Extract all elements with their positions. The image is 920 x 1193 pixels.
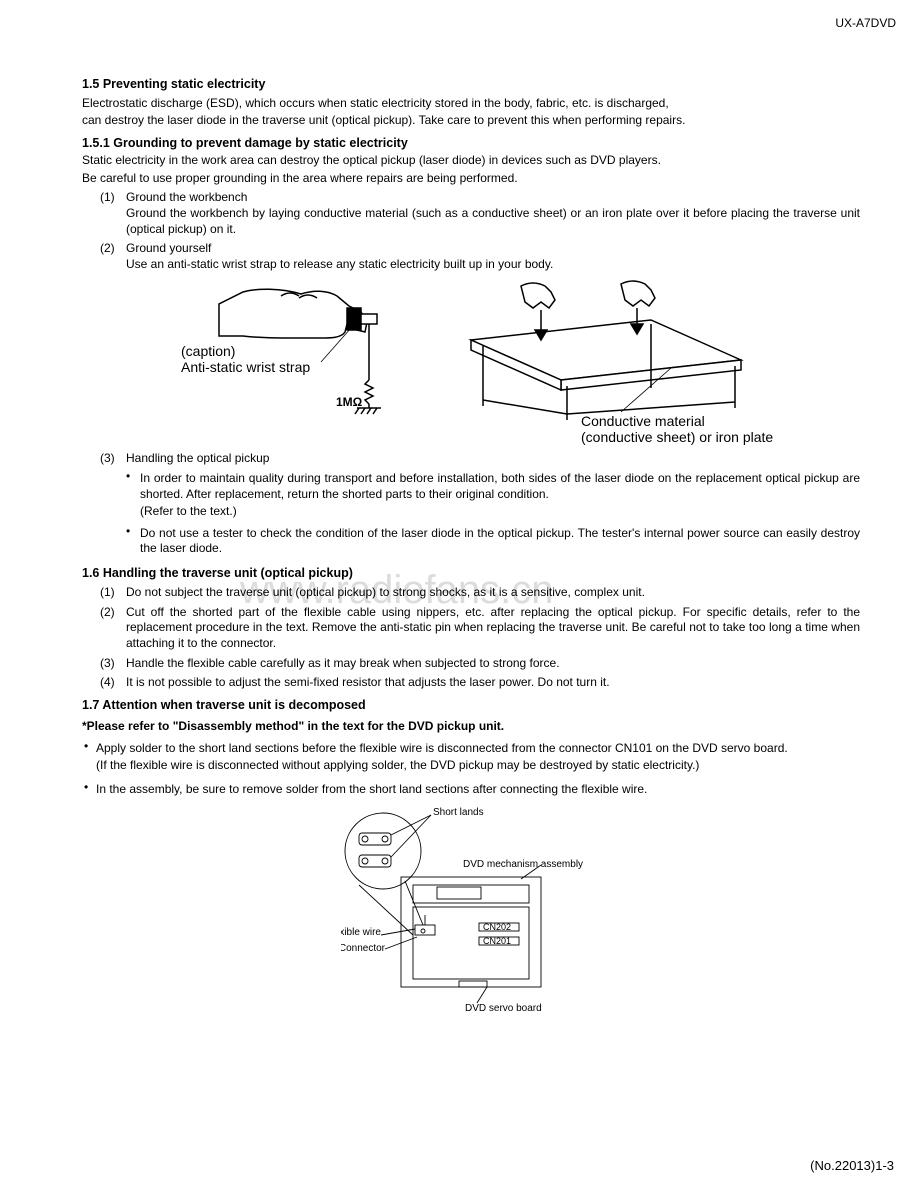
bullet-dot: •	[126, 469, 140, 522]
fig2-shortlands: Short lands	[433, 807, 484, 818]
fig2-connector: Connector	[341, 943, 386, 954]
page-footer: (No.22013)1-3	[810, 1158, 894, 1175]
bullet-dot: •	[84, 739, 96, 776]
sec151-item3-b1b: (Refer to the text.)	[140, 504, 860, 520]
figure-esd-grounding: (caption) Anti-static wrist strap 1MΩ	[161, 280, 781, 445]
sec151-item3-b1: In order to maintain quality during tran…	[140, 471, 860, 502]
sec151-item1-head: Ground the workbench	[126, 190, 860, 206]
sec16-item1-label: (1)	[82, 585, 126, 601]
sec17-note: *Please refer to "Disassembly method" in…	[82, 719, 860, 735]
doc-id: UX-A7DVD	[82, 16, 896, 32]
sec151-title: 1.5.1 Grounding to prevent damage by sta…	[82, 135, 860, 151]
sec16-item3-label: (3)	[82, 656, 126, 672]
fig1-resistor: 1MΩ	[336, 395, 363, 409]
sec16-title: 1.6 Handling the traverse unit (optical …	[82, 565, 860, 581]
fig2-cn202: CN202	[483, 922, 511, 932]
sec17-b1: Apply solder to the short land sections …	[96, 741, 860, 757]
sec15-para2: can destroy the laser diode in the trave…	[82, 113, 860, 129]
bullet-dot: •	[84, 780, 96, 800]
sec16-item3: Handle the flexible cable carefully as i…	[126, 656, 860, 672]
sec151-item3-label: (3)	[82, 451, 126, 467]
fig2-dvdmech: DVD mechanism assembly	[463, 859, 583, 870]
sec16-item2-label: (2)	[82, 605, 126, 652]
sec17-title: 1.7 Attention when traverse unit is deco…	[82, 697, 860, 713]
sec151-item1-label: (1)	[82, 190, 126, 237]
sec151-para2: Be careful to use proper grounding in th…	[82, 171, 860, 187]
fig2-flexwire: Flexible wire	[341, 927, 381, 938]
sec151-item2-label: (2)	[82, 241, 126, 272]
fig1-caption-label: Anti-static wrist strap	[181, 359, 310, 375]
sec15-title: 1.5 Preventing static electricity	[82, 76, 860, 92]
fig2-servo: DVD servo board	[465, 1003, 542, 1014]
sec16-item4: It is not possible to adjust the semi-fi…	[126, 675, 860, 691]
sec151-item3-head: Handling the optical pickup	[126, 451, 860, 467]
bullet-dot: •	[126, 524, 140, 559]
fig1-table-right2: (conductive sheet) or iron plate	[581, 429, 773, 445]
sec16-item2: Cut off the shorted part of the flexible…	[126, 605, 860, 652]
sec17-b1b: (If the flexible wire is disconnected wi…	[96, 758, 860, 774]
fig1-table-right1: Conductive material	[581, 413, 705, 429]
sec151-para1: Static electricity in the work area can …	[82, 153, 860, 169]
sec17-b2: In the assembly, be sure to remove solde…	[96, 782, 860, 798]
sec15-para1: Electrostatic discharge (ESD), which occ…	[82, 96, 860, 112]
sec16-item1: Do not subject the traverse unit (optica…	[126, 585, 860, 601]
sec16-item4-label: (4)	[82, 675, 126, 691]
sec151-item3-b2: Do not use a tester to check the conditi…	[140, 526, 860, 557]
sec151-item2-head: Ground yourself	[126, 241, 860, 257]
sec151-item1-body: Ground the workbench by laying conductiv…	[126, 206, 860, 237]
fig1-caption-word: (caption)	[181, 343, 235, 359]
sec151-item2-body: Use an anti-static wrist strap to releas…	[126, 257, 860, 273]
fig2-cn201: CN201	[483, 936, 511, 946]
figure-dvd-board: Short lands DVD mechanism assembly CN202…	[341, 805, 601, 1020]
